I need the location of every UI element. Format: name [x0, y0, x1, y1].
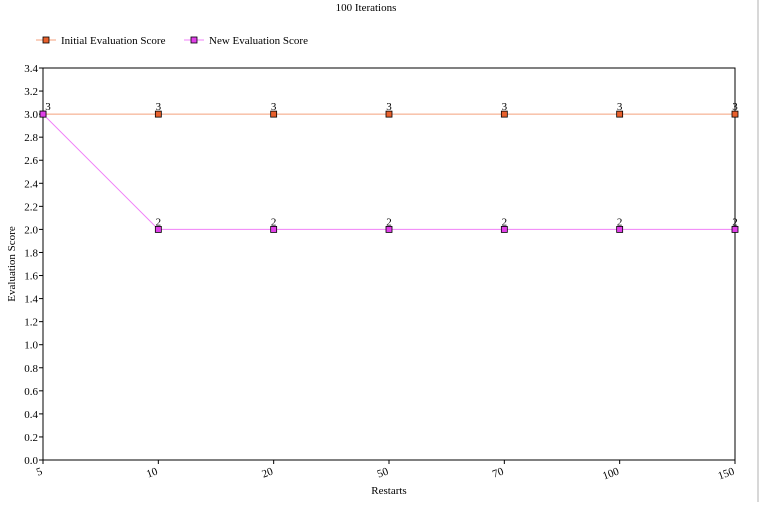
data-label: 2 [156, 216, 162, 228]
y-tick-label: 2.2 [24, 201, 38, 213]
data-point [500, 110, 508, 118]
series-1: 3 3 3 3 3 3 3 [39, 101, 739, 118]
x-tick-label: 5 [35, 465, 45, 478]
data-label: 2 [617, 216, 623, 228]
y-tick-label: 1.2 [24, 317, 38, 329]
chart-title: 100 Iterations [336, 2, 397, 14]
y-tick-label: 2.6 [24, 155, 38, 167]
y-axis-label: Evaluation Score [6, 226, 18, 302]
y-tick-label: 1.4 [24, 294, 38, 306]
legend-item-2: New Evaluation Score [184, 35, 308, 47]
y-tick-label: 0.2 [24, 432, 38, 444]
data-label: 3 [617, 101, 623, 113]
series-line [42, 113, 735, 230]
data-label: 3 [386, 101, 392, 113]
series-2: 2 2 2 2 2 2 [39, 110, 739, 233]
data-point [39, 110, 47, 118]
legend-label: New Evaluation Score [209, 35, 308, 47]
x-axis-label: Restarts [371, 485, 406, 497]
data-point [154, 226, 162, 233]
x-tick-label: 100 [601, 465, 621, 482]
y-tick-label: 3.4 [24, 63, 38, 75]
data-point [731, 226, 739, 233]
legend: Initial Evaluation Score New Evaluation S… [36, 35, 308, 47]
data-label: 2 [732, 216, 738, 228]
legend-label: Initial Evaluation Score [61, 35, 166, 47]
x-tick-label: 70 [491, 465, 506, 480]
x-axis: 5 10 20 50 70 100 150 [35, 460, 736, 482]
y-tick-label: 0.4 [24, 409, 38, 421]
data-point [500, 226, 508, 233]
data-label: 2 [502, 216, 508, 228]
legend-marker [42, 36, 50, 44]
x-tick-label: 20 [260, 465, 275, 480]
y-tick-label: 1.6 [24, 271, 38, 283]
data-label: 3 [732, 101, 738, 113]
y-tick-label: 1.0 [24, 340, 38, 352]
data-point [270, 110, 278, 118]
y-tick-label: 3.0 [24, 109, 38, 121]
legend-item-1: Initial Evaluation Score [36, 35, 166, 47]
plot-area [42, 67, 736, 461]
data-label: 3 [502, 101, 508, 113]
data-label: 2 [386, 216, 392, 228]
series-layer: 3 3 3 3 3 3 3 2 2 2 2 2 2 [39, 101, 739, 233]
data-point [616, 226, 624, 233]
data-point [616, 110, 624, 118]
y-tick-label: 0.6 [24, 386, 38, 398]
legend-marker [190, 36, 198, 44]
data-point [385, 110, 393, 118]
y-tick-label: 2.4 [24, 178, 38, 190]
data-label: 2 [271, 216, 277, 228]
data-point [385, 226, 393, 233]
data-point [731, 110, 739, 118]
y-tick-label: 3.2 [24, 86, 38, 98]
y-tick-label: 1.8 [24, 247, 38, 259]
data-point [154, 110, 162, 118]
y-tick-label: 2.0 [24, 224, 38, 236]
x-tick-label: 50 [376, 465, 391, 480]
data-label: 3 [45, 101, 51, 113]
data-point [270, 226, 278, 233]
y-tick-label: 0.8 [24, 363, 38, 375]
data-label: 3 [156, 101, 162, 113]
y-tick-label: 2.8 [24, 132, 38, 144]
x-tick-label: 150 [716, 465, 736, 482]
y-axis: 0.0 0.2 0.4 0.6 0.8 1.0 1.2 1.4 1.6 1.8 2.0 2.2 2.4 2… [24, 63, 43, 467]
x-tick-label: 10 [145, 465, 160, 480]
data-label: 3 [271, 101, 277, 113]
y-tick-label: 0.0 [24, 455, 38, 467]
window-edge [757, 0, 759, 502]
